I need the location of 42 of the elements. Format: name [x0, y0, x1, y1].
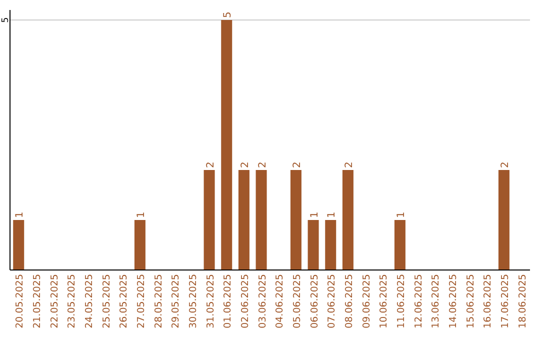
- data-label: 1: [309, 212, 320, 218]
- x-tick-label: 07.06.2025: [326, 274, 338, 328]
- x-tick-label: 26.05.2025: [118, 274, 130, 328]
- data-label: 2: [257, 162, 268, 168]
- x-tick-label: 24.05.2025: [84, 274, 95, 328]
- x-tick-label: 11.06.2025: [396, 274, 407, 328]
- x-tick-label: 10.06.2025: [378, 274, 390, 328]
- x-tick-label: 29.05.2025: [170, 274, 182, 328]
- data-label: 2: [205, 162, 216, 168]
- x-tick-label: 06.06.2025: [309, 274, 320, 328]
- data-label: 2: [240, 162, 251, 168]
- data-label: 2: [344, 162, 355, 168]
- data-label: 2: [500, 162, 511, 168]
- x-tick-label: 27.05.2025: [136, 274, 147, 328]
- x-tick-label: 14.06.2025: [448, 274, 459, 328]
- x-tick-label: 28.05.2025: [153, 274, 164, 328]
- data-label: 1: [136, 212, 147, 218]
- data-label: 1: [396, 212, 407, 218]
- x-tick-label: 04.06.2025: [274, 274, 286, 328]
- x-tick-label: 03.06.2025: [257, 274, 268, 328]
- x-tick-label: 09.06.2025: [361, 274, 372, 328]
- x-tick-label: 31.05.2025: [205, 274, 216, 328]
- x-tick-label: 22.05.2025: [49, 274, 60, 328]
- x-tick-label: 13.06.2025: [430, 274, 442, 328]
- x-tick-label: 21.05.2025: [32, 274, 43, 328]
- x-tick-label: 15.06.2025: [465, 274, 476, 328]
- data-label: 1: [14, 212, 26, 218]
- x-tick-label: 18.06.2025: [517, 274, 528, 328]
- x-tick-label: 23.05.2025: [66, 274, 78, 328]
- x-tick-label: 17.06.2025: [500, 274, 511, 328]
- data-label: 2: [292, 162, 303, 168]
- x-tick-label: 02.06.2025: [240, 274, 251, 328]
- x-tick-label: 30.05.2025: [188, 274, 199, 328]
- x-tick-label: 20.05.2025: [14, 274, 26, 328]
- data-label: 5: [222, 12, 234, 18]
- x-tick-label: 08.06.2025: [344, 274, 355, 328]
- x-tick-label: 12.06.2025: [413, 274, 424, 328]
- x-tick-label: 25.05.2025: [101, 274, 112, 328]
- x-tick-label: 01.06.2025: [222, 274, 234, 328]
- x-tick-label: 16.06.2025: [482, 274, 494, 328]
- data-label: 1: [326, 212, 338, 218]
- x-tick-label: 05.06.2025: [292, 274, 303, 328]
